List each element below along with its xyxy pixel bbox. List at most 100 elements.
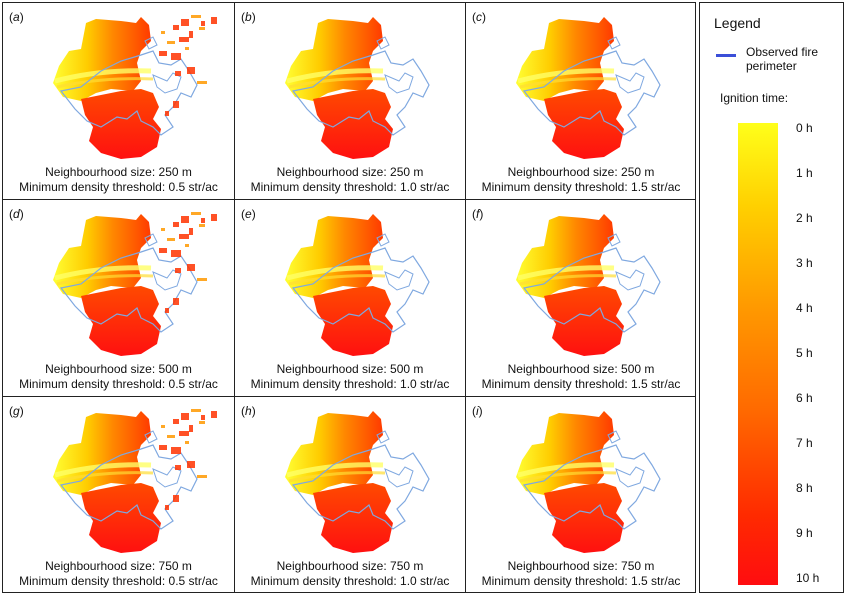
fire-spread-map (53, 15, 217, 159)
fire-spread-map (516, 411, 661, 553)
observed-perimeter (607, 430, 621, 444)
observed-perimeter (144, 233, 158, 247)
fire-streak (54, 462, 152, 478)
fire-streak (286, 462, 384, 478)
observed-perimeter (144, 430, 158, 444)
neighbourhood-caption: Neighbourhood size: 250 m (507, 165, 655, 179)
ignition-colorbar (738, 123, 778, 585)
fire-streak (517, 68, 615, 84)
neighbourhood-caption: Neighbourhood size: 250 m (276, 165, 424, 179)
observed-perimeter (615, 466, 645, 488)
panel-label: (b) (241, 10, 256, 24)
panel-f: (f) Neighbourhood size: 500 m Minimum de… (465, 199, 696, 396)
fire-streak (288, 274, 386, 286)
colorbar-tick-label: 7 h (796, 436, 813, 450)
colorbar-tick-label: 10 h (796, 571, 820, 585)
observed-perimeter (615, 72, 645, 94)
predicted-spread-patches (159, 409, 217, 510)
burned-area-north (285, 17, 383, 101)
observed-perimeter (607, 233, 621, 247)
panel-c: (c) Neighbourhood size: 250 m Minimum de… (465, 3, 696, 199)
density-caption: Minimum density threshold: 1.5 str/ac (481, 574, 681, 588)
observed-perimeter (152, 72, 182, 94)
density-caption: Minimum density threshold: 1.5 str/ac (481, 180, 681, 194)
fire-streak (54, 265, 152, 281)
density-caption: Minimum density threshold: 0.5 str/ac (19, 377, 218, 391)
burned-area-south (313, 483, 393, 553)
fire-streak (54, 68, 152, 84)
fire-spread-map (285, 411, 430, 553)
observed-perimeter (384, 269, 414, 291)
density-caption: Minimum density threshold: 0.5 str/ac (19, 574, 218, 588)
perimeter-line-swatch (716, 54, 736, 57)
observed-perimeter (522, 50, 661, 136)
panel-a: (a) Neighbourhood size: 250 m Minimum de… (3, 3, 234, 199)
fire-streak (286, 68, 384, 84)
neighbourhood-caption: Neighbourhood size: 250 m (45, 165, 192, 179)
colorbar-tick-label: 0 h (796, 121, 813, 135)
predicted-spread-patches (159, 15, 217, 116)
observed-perimeter (59, 444, 198, 530)
observed-perimeter (144, 36, 158, 50)
burned-area-south (81, 89, 161, 159)
burned-area-south (544, 89, 624, 159)
panel-label: (c) (472, 10, 486, 24)
burned-area-north (285, 411, 383, 495)
fire-spread-map (516, 214, 661, 356)
observed-perimeter-label: Observed fire perimeter (746, 45, 819, 73)
panel-label: (f) (472, 207, 484, 221)
panel-label: (h) (241, 404, 256, 418)
fire-streak (288, 471, 386, 483)
legend: Legend Observed fire perimeter Ignition … (699, 2, 844, 593)
observed-perimeter (291, 247, 430, 333)
burned-area-south (313, 89, 393, 159)
panel-g: (g) Neighbourhood size: 750 m Minimum de… (3, 396, 234, 592)
fire-spread-map (516, 17, 661, 159)
observed-perimeter (384, 466, 414, 488)
observed-perimeter (384, 72, 414, 94)
burned-area-north (516, 17, 614, 101)
colorbar-tick-label: 5 h (796, 346, 813, 360)
panel-e: (e) Neighbourhood size: 500 m Minimum de… (234, 199, 465, 396)
fire-streak (519, 274, 617, 286)
density-caption: Minimum density threshold: 0.5 str/ac (19, 180, 218, 194)
burned-area-north (53, 214, 151, 298)
observed-perimeter (152, 466, 182, 488)
observed-perimeter (376, 233, 390, 247)
density-caption: Minimum density threshold: 1.0 str/ac (250, 377, 450, 391)
observed-perimeter (376, 36, 390, 50)
fire-streak (56, 77, 154, 89)
panel-h: (h) Neighbourhood size: 750 m Minimum de… (234, 396, 465, 592)
fire-streak (519, 471, 617, 483)
fire-spread-map (285, 17, 430, 159)
fire-streak (517, 462, 615, 478)
colorbar-tick-label: 4 h (796, 301, 813, 315)
burned-area-north (53, 17, 151, 101)
panel-label: (e) (241, 207, 256, 221)
density-caption: Minimum density threshold: 1.0 str/ac (250, 180, 450, 194)
panel-i: (i) Neighbourhood size: 750 m Minimum de… (465, 396, 696, 592)
neighbourhood-caption: Neighbourhood size: 750 m (276, 559, 424, 573)
panel-label: (d) (9, 207, 24, 221)
neighbourhood-caption: Neighbourhood size: 500 m (507, 362, 655, 376)
burned-area-south (544, 286, 624, 356)
panel-grid: (a) Neighbourhood size: 250 m Minimum de… (2, 2, 696, 593)
legend-title: Legend (714, 15, 761, 31)
observed-perimeter (615, 269, 645, 291)
fire-streak (56, 471, 154, 483)
fire-streak (286, 265, 384, 281)
burned-area-south (544, 483, 624, 553)
burned-area-north (285, 214, 383, 298)
fire-streak (517, 265, 615, 281)
burned-area-south (81, 286, 161, 356)
observed-perimeter (59, 50, 198, 136)
observed-perimeter (291, 444, 430, 530)
panel-d: (d) Neighbourhood size: 500 m Minimum de… (3, 199, 234, 396)
panel-label: (i) (472, 404, 483, 418)
neighbourhood-caption: Neighbourhood size: 500 m (45, 362, 192, 376)
fire-streak (56, 274, 154, 286)
colorbar-tick-label: 9 h (796, 526, 813, 540)
observed-perimeter (59, 247, 198, 333)
observed-perimeter (607, 36, 621, 50)
neighbourhood-caption: Neighbourhood size: 750 m (45, 559, 192, 573)
